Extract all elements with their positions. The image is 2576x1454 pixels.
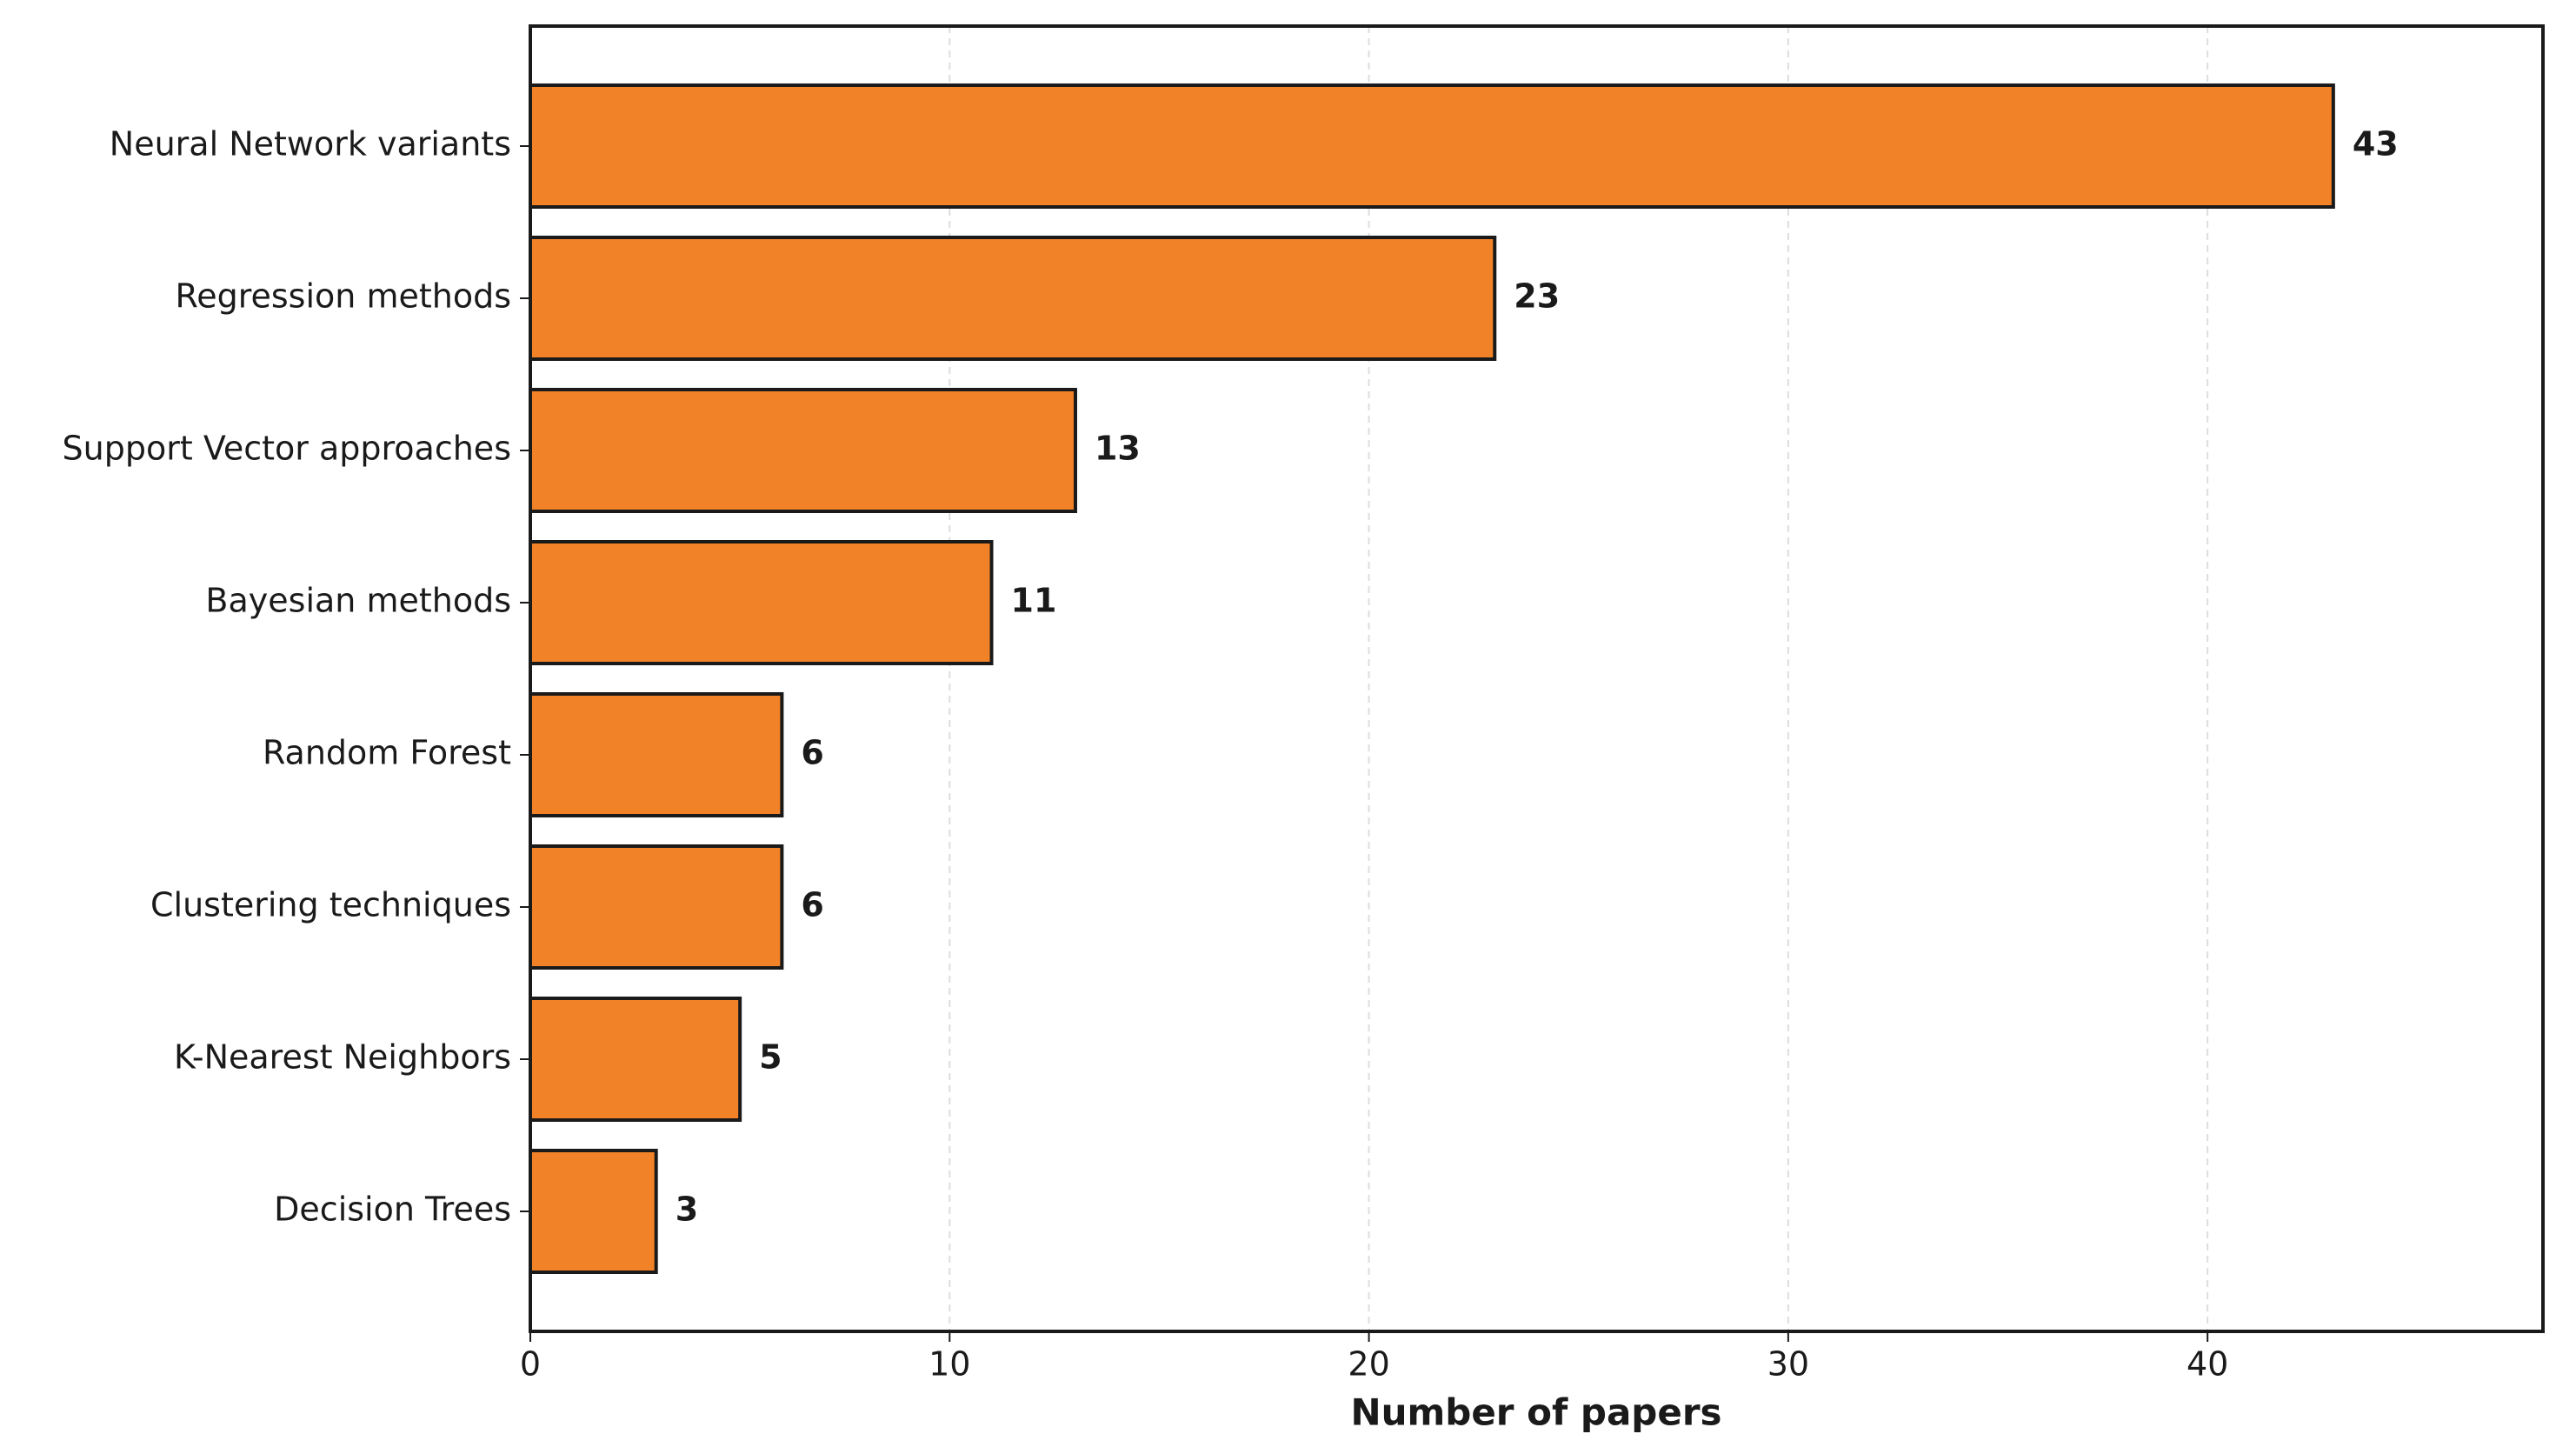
bar [529,692,784,817]
value-label: 43 [2353,125,2399,163]
value-label: 23 [1514,277,1560,316]
value-label: 6 [801,734,823,772]
x-tick-label: 20 [1348,1345,1389,1384]
plot-frame [529,24,2545,1333]
y-tick-label: Regression methods [176,277,511,316]
y-tick-label: K-Nearest Neighbors [174,1038,511,1077]
bar [529,1149,658,1274]
y-tick-label: Support Vector approaches [63,430,511,468]
bar [529,844,784,970]
x-tick-label: 30 [1767,1345,1809,1384]
value-label: 3 [676,1191,698,1229]
bar [529,388,1077,513]
value-label: 6 [801,886,823,924]
value-label: 13 [1095,430,1141,468]
value-label: 11 [1011,582,1057,620]
bar [529,83,2335,209]
y-tick-label: Random Forest [263,734,511,772]
y-tick-label: Neural Network variants [110,125,511,163]
x-tick-label: 0 [520,1345,541,1384]
y-tick-label: Clustering techniques [150,886,511,924]
bar [529,236,1497,361]
bar [529,540,994,665]
x-tick-label: 40 [2187,1345,2228,1384]
x-axis-label: Number of papers [1350,1391,1721,1434]
y-tick-label: Decision Trees [274,1191,511,1229]
value-label: 5 [759,1038,782,1077]
x-tick-label: 10 [929,1345,970,1384]
y-tick-label: Bayesian methods [205,582,511,620]
bar [529,997,742,1122]
